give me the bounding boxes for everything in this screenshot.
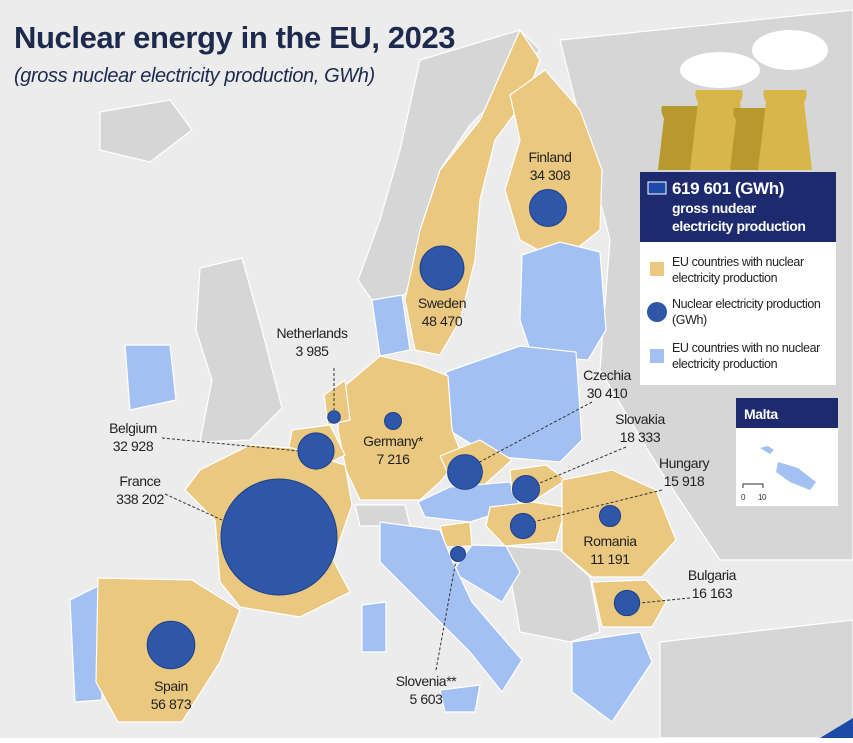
germany [337,355,463,501]
bubble [447,454,483,490]
malta-inset: Malta 0 10 [736,398,838,506]
scale-bar [742,483,764,488]
bubble [220,478,338,596]
bubble [327,410,341,424]
country-name: Finland [528,149,571,165]
poland [445,345,583,463]
legend-label: (GWh) [672,313,707,327]
legend-bg [640,242,836,385]
romania [561,469,677,578]
sardinia [361,601,387,653]
leader-line [161,437,301,452]
leader-line [532,489,663,523]
inset-title: Malta [744,406,778,422]
bubble [146,620,196,670]
legend-label: EU countries with nuclear [672,255,804,269]
greece [571,631,653,723]
country-value: 5 603 [409,691,443,707]
bubble [613,589,641,617]
scale-label: 0 [741,493,746,502]
country-name: Bulgaria [688,567,737,583]
country-value: 338 202 [116,491,164,507]
bubble [450,546,466,562]
legend-swatch [650,262,664,276]
legend-label: electricity production [672,271,778,285]
bubble [297,432,335,470]
summary-total: 619 601 (GWh) [672,179,784,198]
cooling-towers [658,30,828,170]
leader-line [164,493,223,521]
legend-label: EU countries with no nuclear [672,341,820,355]
bubble [419,245,465,291]
legend-swatch [650,349,664,363]
bubble [598,504,622,528]
finland [504,69,603,263]
country-name: Germany* [363,433,424,449]
country-value: 30 410 [587,385,628,401]
country-name: Belgium [109,420,157,436]
ireland [124,344,177,411]
malta [760,446,816,490]
inset-header [736,398,838,428]
country-name: Czechia [583,367,631,383]
bubble [511,474,541,504]
summary-text: electricity production [672,218,806,234]
country-name: Netherlands [276,325,347,341]
turkey [659,619,853,739]
subtitle: (gross nuclear electricity production, G… [14,65,375,87]
country-value: 48 470 [422,313,463,329]
tower [758,90,812,170]
leader-line [473,401,593,466]
country-name: Spain [154,678,188,694]
uk [195,257,283,443]
summary-text: gross nudear [672,200,757,216]
legend-swatch [647,302,667,322]
italy [379,521,523,694]
eu-flag [647,181,667,195]
legend-label: Nuclear electricity production [672,297,821,311]
country-value: 18 333 [620,429,661,445]
smoke [680,52,760,88]
smoke [752,30,828,70]
leader-line [534,446,627,486]
title: Nuclear energy in the EU, 2023 [14,20,455,55]
country-value: 3 985 [295,343,329,359]
summary-bg [640,172,836,242]
country-name: Sweden [418,295,466,311]
iceland [99,99,193,163]
country-value: 15 918 [664,473,705,489]
leader-line [435,559,457,671]
country-name: Romania [583,533,637,549]
bubble [509,512,537,540]
country-value: 7 216 [376,451,410,467]
legend-label: electricity production [672,357,778,371]
country-name: Slovakia [615,411,665,427]
country-value: 16 163 [692,585,733,601]
country-value: 56 873 [151,696,192,712]
summary-box: 619 601 (GWh) gross nudear electricity p… [640,172,836,385]
country-name: Hungary [659,455,710,471]
leader-line [639,597,691,604]
sicily [439,684,481,713]
scale-label: 10 [758,493,767,502]
country-name: Slovenia** [396,673,458,689]
country-name: France [119,473,161,489]
corner-mark [820,718,853,738]
portugal [69,584,103,703]
balkans [504,545,601,643]
country-value: 32 928 [113,438,154,454]
country-value: 34 308 [530,167,571,183]
bubbles: Finland 34 308 Sweden 48 470 Netherlands 3 98… [109,149,737,712]
bubble [529,189,567,227]
country-value: 11 191 [590,551,630,567]
denmark [371,294,411,357]
baltics [519,241,607,361]
bubble [384,412,402,430]
